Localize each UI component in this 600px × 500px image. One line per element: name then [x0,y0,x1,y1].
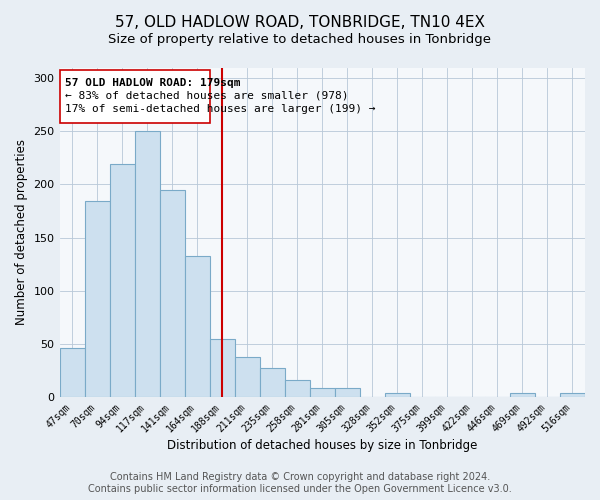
Bar [134,132,160,397]
Bar [185,256,209,397]
X-axis label: Distribution of detached houses by size in Tonbridge: Distribution of detached houses by size … [167,440,478,452]
Text: 57, OLD HADLOW ROAD, TONBRIDGE, TN10 4EX: 57, OLD HADLOW ROAD, TONBRIDGE, TN10 4EX [115,15,485,30]
FancyBboxPatch shape [59,70,209,123]
Bar [560,393,585,397]
Text: Size of property relative to detached houses in Tonbridge: Size of property relative to detached ho… [109,32,491,46]
Bar [110,164,134,397]
Bar [335,388,360,397]
Bar [85,202,110,397]
Text: Contains HM Land Registry data © Crown copyright and database right 2024.
Contai: Contains HM Land Registry data © Crown c… [88,472,512,494]
Text: ← 83% of detached houses are smaller (978): ← 83% of detached houses are smaller (97… [65,91,348,101]
Bar [209,338,235,397]
Bar [310,388,335,397]
Bar [260,368,285,397]
Y-axis label: Number of detached properties: Number of detached properties [15,140,28,326]
Text: 17% of semi-detached houses are larger (199) →: 17% of semi-detached houses are larger (… [65,104,375,114]
Bar [510,393,535,397]
Bar [59,348,85,397]
Bar [285,380,310,397]
Bar [385,393,410,397]
Bar [235,356,260,397]
Bar [160,190,185,397]
Text: 57 OLD HADLOW ROAD: 179sqm: 57 OLD HADLOW ROAD: 179sqm [65,78,240,88]
